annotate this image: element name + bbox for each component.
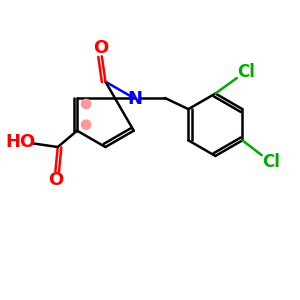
Text: O: O bbox=[93, 39, 108, 57]
Circle shape bbox=[81, 119, 92, 130]
Text: O: O bbox=[48, 171, 63, 189]
Text: N: N bbox=[128, 90, 143, 108]
Text: Cl: Cl bbox=[262, 153, 280, 171]
Circle shape bbox=[81, 99, 92, 109]
Text: Cl: Cl bbox=[237, 63, 255, 81]
Text: HO: HO bbox=[6, 133, 36, 151]
